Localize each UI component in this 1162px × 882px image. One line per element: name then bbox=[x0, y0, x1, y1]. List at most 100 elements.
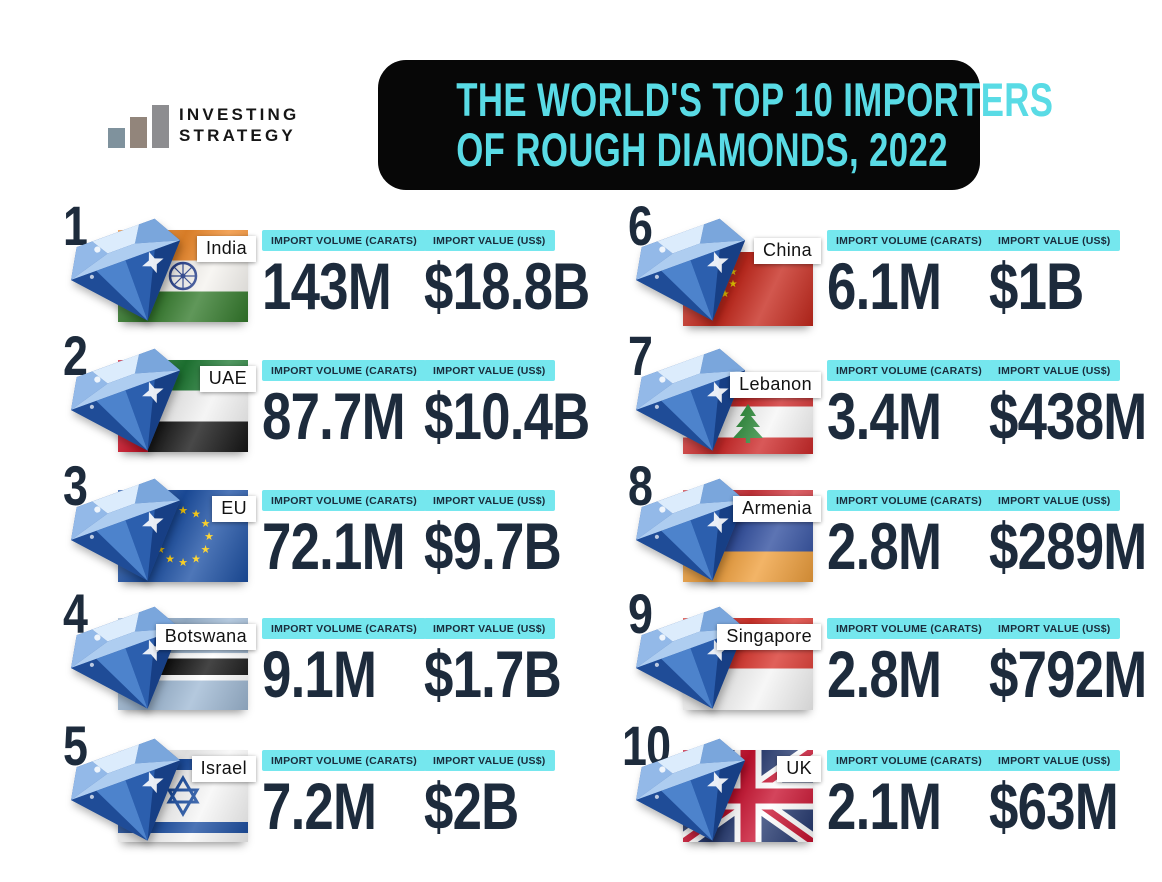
country-label: Lebanon bbox=[730, 372, 821, 398]
import-volume-value: 143M bbox=[262, 249, 392, 323]
import-value-value: $63M bbox=[989, 769, 1119, 843]
importer-row-lebanon: 7 Lebanon IMPORT VOLUME (CARATS) 3.4M IM… bbox=[620, 328, 1147, 454]
logo-line-1: INVESTING bbox=[179, 105, 300, 124]
import-value-stat: IMPORT VALUE (US$) $792M bbox=[989, 618, 1162, 711]
import-value-badge: IMPORT VALUE (US$) bbox=[424, 230, 555, 251]
import-volume-value: 2.8M bbox=[827, 637, 942, 711]
import-volume-stat: IMPORT VOLUME (CARATS) 72.1M bbox=[262, 490, 440, 583]
import-volume-badge: IMPORT VOLUME (CARATS) bbox=[827, 618, 991, 639]
country-label: Armenia bbox=[733, 496, 821, 522]
import-value-value: $289M bbox=[989, 509, 1147, 583]
rank-number: 7 bbox=[628, 324, 653, 387]
import-volume-stat: IMPORT VOLUME (CARATS) 9.1M bbox=[262, 618, 426, 711]
importer-row-china: 6 ★ ★★ ★★ China IMPORT VOLUME (CARATS) 6… bbox=[620, 198, 1125, 324]
rank-number: 2 bbox=[63, 324, 88, 387]
importer-row-uae: 2 UAE IMPORT VOLUME (CARATS) 87.7M IMPOR… bbox=[55, 328, 590, 454]
import-volume-stat: IMPORT VOLUME (CARATS) 7.2M bbox=[262, 750, 426, 843]
rank-number: 9 bbox=[628, 582, 653, 645]
import-value-value: $438M bbox=[989, 379, 1147, 453]
import-value-value: $10.4B bbox=[424, 379, 590, 453]
import-volume-value: 9.1M bbox=[262, 637, 377, 711]
title-banner: THE WORLD'S TOP 10 IMPORTERS OF ROUGH DI… bbox=[378, 60, 1054, 190]
country-label: Botswana bbox=[155, 624, 256, 650]
import-volume-badge: IMPORT VOLUME (CARATS) bbox=[262, 750, 426, 771]
import-value-badge: IMPORT VALUE (US$) bbox=[424, 618, 555, 639]
import-value-badge: IMPORT VALUE (US$) bbox=[989, 750, 1120, 771]
diamond-icon bbox=[606, 218, 794, 332]
import-value-stat: IMPORT VALUE (US$) $438M bbox=[989, 360, 1162, 453]
import-value-value: $9.7B bbox=[424, 509, 562, 583]
import-volume-stat: IMPORT VOLUME (CARATS) 3.4M bbox=[827, 360, 991, 453]
import-value-badge: IMPORT VALUE (US$) bbox=[989, 490, 1120, 511]
import-volume-badge: IMPORT VOLUME (CARATS) bbox=[827, 490, 991, 511]
import-value-stat: IMPORT VALUE (US$) $2B bbox=[424, 750, 555, 843]
import-value-value: $2B bbox=[424, 769, 519, 843]
importer-row-armenia: 8 Armenia IMPORT VOLUME (CARATS) 2.8M IM… bbox=[620, 458, 1147, 584]
import-volume-stat: IMPORT VOLUME (CARATS) 6.1M bbox=[827, 230, 991, 319]
import-value-value: $1.7B bbox=[424, 637, 562, 711]
import-volume-stat: IMPORT VOLUME (CARATS) 2.8M bbox=[827, 618, 991, 711]
import-volume-value: 87.7M bbox=[262, 379, 406, 453]
import-volume-value: 2.8M bbox=[827, 509, 942, 583]
importer-row-botswana: 4 Botswana IMPORT VOLUME (CARATS) 9.1M I… bbox=[55, 586, 562, 712]
import-value-stat: IMPORT VALUE (US$) $1.7B bbox=[424, 618, 595, 711]
import-volume-badge: IMPORT VOLUME (CARATS) bbox=[827, 750, 991, 771]
importer-row-uk: 10 UK IMPORT VOLUME (CARATS) 2.1M IMPORT… bbox=[620, 718, 1125, 844]
import-volume-value: 3.4M bbox=[827, 379, 942, 453]
country-label: EU bbox=[212, 496, 256, 522]
import-value-badge: IMPORT VALUE (US$) bbox=[989, 230, 1120, 251]
rank-number: 5 bbox=[63, 714, 88, 777]
import-value-badge: IMPORT VALUE (US$) bbox=[989, 360, 1120, 381]
import-volume-stat: IMPORT VOLUME (CARATS) 143M bbox=[262, 230, 426, 323]
country-label: Singapore bbox=[717, 624, 821, 650]
import-volume-stat: IMPORT VOLUME (CARATS) 2.8M bbox=[827, 490, 991, 583]
rank-number: 1 bbox=[63, 194, 88, 257]
importer-row-singapore: 9 ★★★ ★★ Singapore IMPORT VOLUME (CARATS… bbox=[620, 586, 1147, 712]
import-volume-badge: IMPORT VOLUME (CARATS) bbox=[827, 360, 991, 381]
import-value-badge: IMPORT VALUE (US$) bbox=[424, 360, 555, 381]
bar-chart-icon bbox=[108, 104, 169, 148]
import-volume-value: 2.1M bbox=[827, 769, 942, 843]
import-volume-value: 7.2M bbox=[262, 769, 377, 843]
rank-number: 4 bbox=[63, 582, 88, 645]
rank-number: 8 bbox=[628, 454, 653, 517]
country-label: China bbox=[753, 238, 821, 264]
import-value-stat: IMPORT VALUE (US$) $1B bbox=[989, 230, 1120, 323]
diamond-icon bbox=[606, 348, 794, 462]
import-volume-badge: IMPORT VOLUME (CARATS) bbox=[262, 618, 426, 639]
page-title-line-1: THE WORLD'S TOP 10 IMPORTERS bbox=[456, 73, 1054, 126]
country-label: India bbox=[196, 236, 256, 262]
import-value-value: $18.8B bbox=[424, 249, 590, 323]
import-value-stat: IMPORT VALUE (US$) $10.4B bbox=[424, 360, 631, 453]
importer-row-israel: 5 Israel IMPORT VOLUME (CARATS) 7.2M IMP… bbox=[55, 718, 560, 844]
diamond-icon bbox=[41, 478, 229, 592]
country-label: Israel bbox=[191, 756, 256, 782]
import-value-value: $792M bbox=[989, 637, 1147, 711]
import-volume-stat: IMPORT VOLUME (CARATS) 87.7M bbox=[262, 360, 440, 453]
import-volume-badge: IMPORT VOLUME (CARATS) bbox=[262, 360, 426, 381]
import-volume-badge: IMPORT VOLUME (CARATS) bbox=[827, 230, 991, 251]
import-volume-badge: IMPORT VOLUME (CARATS) bbox=[262, 490, 426, 511]
logo-text: INVESTING STRATEGY bbox=[179, 104, 299, 148]
importer-row-india: 1 India IMPORT VOLUME (CARATS) 143M IMPO… bbox=[55, 198, 590, 324]
import-volume-badge: IMPORT VOLUME (CARATS) bbox=[262, 230, 426, 251]
import-value-stat: IMPORT VALUE (US$) $289M bbox=[989, 490, 1162, 583]
import-value-badge: IMPORT VALUE (US$) bbox=[989, 618, 1120, 639]
import-value-value: $1B bbox=[989, 249, 1084, 323]
import-volume-stat: IMPORT VOLUME (CARATS) 2.1M bbox=[827, 750, 991, 843]
investing-strategy-logo: INVESTING STRATEGY bbox=[108, 104, 299, 148]
import-value-stat: IMPORT VALUE (US$) $63M bbox=[989, 750, 1150, 843]
import-value-stat: IMPORT VALUE (US$) $9.7B bbox=[424, 490, 595, 583]
country-label: UK bbox=[777, 756, 821, 782]
importer-row-eu: 3 ★★★ ★★★ ★★★ ★★★ EU IMPORT VOLUME (CARA… bbox=[55, 458, 562, 584]
rank-number: 3 bbox=[63, 454, 88, 517]
page-title-line-2: OF ROUGH DIAMONDS, 2022 bbox=[456, 123, 948, 176]
diamond-icon bbox=[606, 738, 794, 852]
import-value-stat: IMPORT VALUE (US$) $18.8B bbox=[424, 230, 631, 323]
import-value-badge: IMPORT VALUE (US$) bbox=[424, 750, 555, 771]
import-value-badge: IMPORT VALUE (US$) bbox=[424, 490, 555, 511]
rank-number: 6 bbox=[628, 194, 653, 257]
logo-line-2: STRATEGY bbox=[179, 126, 296, 146]
import-volume-value: 72.1M bbox=[262, 509, 406, 583]
